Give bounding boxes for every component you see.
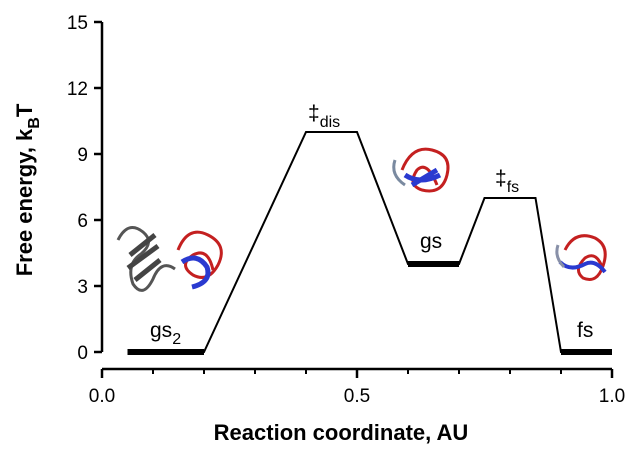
annotation: ‡fs bbox=[495, 167, 519, 196]
y-label-tail: T bbox=[12, 103, 37, 117]
y-tick-label: 15 bbox=[67, 13, 88, 34]
annotation: fs bbox=[577, 319, 593, 342]
y-tick-label: 6 bbox=[77, 211, 88, 232]
y-tick-label: 0 bbox=[77, 343, 88, 364]
y-tick-label: 3 bbox=[77, 277, 88, 298]
y-tick-label: 9 bbox=[77, 145, 88, 166]
x-tick-label: 0.0 bbox=[89, 386, 115, 407]
annotation-text: ‡ bbox=[308, 102, 320, 125]
x-tick-label: 0.5 bbox=[344, 386, 370, 407]
annotation-text: fs bbox=[577, 319, 593, 342]
y-label-main: Free energy, k bbox=[12, 128, 37, 276]
x-tick-label: 1.0 bbox=[599, 386, 625, 407]
y-label-sub: B bbox=[26, 117, 43, 129]
x-axis-label: Reaction coordinate, AU bbox=[214, 420, 469, 445]
annotation-text: ‡ bbox=[495, 167, 507, 190]
chart: Reaction coordinate, AU Free energy, kBT… bbox=[0, 0, 630, 451]
annotation-sub: 2 bbox=[172, 331, 181, 348]
annotation: ‡dis bbox=[308, 102, 340, 131]
energy-line bbox=[128, 132, 613, 352]
annotation: gs bbox=[420, 230, 442, 253]
annotation-sub: fs bbox=[507, 179, 519, 196]
annotation-text: gs bbox=[420, 230, 442, 253]
y-axis-label: Free energy, kBT bbox=[12, 103, 43, 276]
annotation-text: gs bbox=[150, 319, 172, 342]
annotation: gs2 bbox=[150, 319, 181, 348]
y-tick-label: 12 bbox=[67, 79, 88, 100]
annotation-sub: dis bbox=[320, 114, 340, 131]
protein-structures bbox=[118, 149, 605, 290]
